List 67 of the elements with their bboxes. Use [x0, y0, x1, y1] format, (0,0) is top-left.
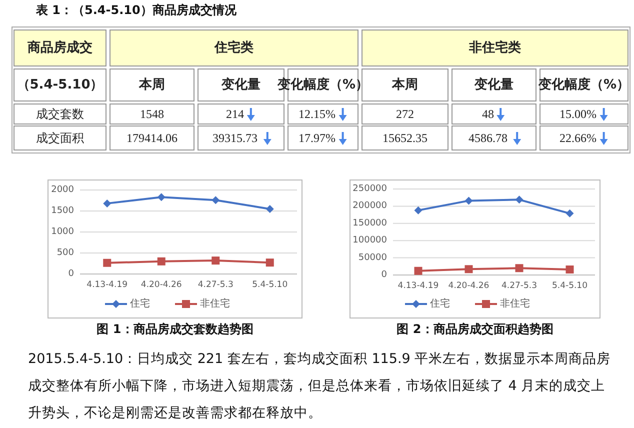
text: 179414.06 — [126, 131, 178, 145]
y-tick-label: 150000 — [352, 218, 388, 228]
x-tick-label: 4.20-4.26 — [140, 280, 182, 290]
text: 住宅类 — [214, 40, 254, 56]
point — [414, 206, 422, 214]
text: 1548 — [140, 107, 164, 121]
point — [566, 209, 574, 218]
text: 本周 — [138, 78, 165, 92]
y-tick-label: 100000 — [352, 236, 388, 246]
point — [566, 265, 574, 274]
point — [414, 266, 422, 275]
text: 图 1：商品房成交套数趋势图 — [96, 322, 254, 336]
text: 12.15% — [298, 107, 336, 121]
text: 272 — [396, 107, 414, 121]
text: 商品房成交 — [26, 40, 92, 56]
point — [103, 258, 112, 267]
text: 图 2：商品房成交面积趋势图 — [396, 322, 554, 336]
point — [157, 193, 166, 202]
point — [464, 265, 473, 274]
text: 变化量 — [220, 76, 260, 92]
text: 22.66% — [560, 131, 596, 145]
text: 48 — [482, 107, 494, 121]
y-tick-label: 200000 — [352, 201, 388, 212]
text: 15.00% — [560, 107, 596, 121]
text: 变化幅度（%） — [276, 76, 369, 92]
y-tick-label: 0 — [68, 269, 74, 279]
y-tick-label: 500 — [56, 248, 74, 258]
text: 214 — [226, 107, 244, 121]
point — [103, 199, 112, 208]
text: 变化量 — [474, 76, 514, 92]
text: （5.4-5.10） — [16, 78, 104, 92]
text: 成交套数 — [36, 107, 84, 121]
point — [464, 196, 473, 205]
x-tick-label: 4.27-5.3 — [198, 280, 234, 290]
text: 4586.78 — [468, 131, 508, 145]
point — [212, 196, 220, 204]
text: 成交面积 — [36, 131, 84, 145]
y-tick-label: 250000 — [352, 184, 388, 194]
text: 39315.73 — [212, 131, 258, 145]
y-tick-label: 1500 — [51, 206, 74, 216]
point — [212, 256, 220, 265]
y-tick-label: 2000 — [51, 185, 74, 195]
text: 15652.35 — [382, 131, 428, 145]
point — [266, 204, 274, 213]
x-tick-label: 5.4-5.10 — [252, 280, 288, 290]
legend-label: 非住宅 — [200, 298, 230, 310]
x-tick-label: 4.13-4.19 — [398, 281, 439, 291]
x-tick-label: 4.27-5.3 — [501, 281, 538, 291]
point — [157, 257, 166, 266]
point — [515, 264, 524, 272]
point — [515, 196, 524, 204]
legend-label: 住宅 — [130, 298, 150, 310]
y-tick-label: 1000 — [51, 227, 74, 237]
point — [266, 258, 274, 267]
text: 表 1：（5.4-5.10）商品房成交情况 — [35, 3, 238, 17]
text: 本周 — [391, 78, 418, 92]
x-tick-label: 5.4-5.10 — [552, 281, 588, 291]
text: 变化幅度（%） — [537, 76, 630, 92]
y-tick-label: 50000 — [358, 252, 388, 263]
legend-label: 住宅 — [430, 298, 450, 310]
text: 17.97% — [298, 131, 336, 145]
text: 非住宅类 — [468, 40, 521, 56]
x-tick-label: 4.20-4.26 — [448, 281, 490, 291]
x-tick-label: 4.13-4.19 — [86, 280, 128, 290]
legend-label: 非住宅 — [500, 298, 530, 310]
y-tick-label: 0 — [381, 270, 388, 280]
text: 2015.5.4-5.10：日均成交 221 套左右，套均成交面积 115.9 平米左右，数据显示本周商品房成交整体有所小幅下降，市场进入短期震荡，但是总体来看，市场依旧延续了 4 月末的成交上升势头，不论是刚需还是改善需求都在释放中。 — [28, 350, 612, 423]
